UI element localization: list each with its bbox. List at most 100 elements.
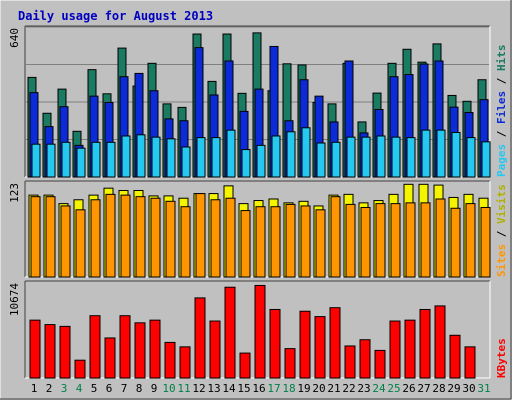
hits-bar-pages	[286, 131, 296, 178]
legend-separator: /	[495, 224, 508, 244]
visits-bar-sites	[330, 196, 341, 278]
x-tick-label: 31	[477, 382, 490, 395]
visits-bar-sites	[135, 196, 146, 278]
kbytes-bar-kbytes	[29, 319, 41, 379]
x-tick-label: 10	[162, 382, 175, 395]
x-tick-label: 27	[417, 382, 430, 395]
visits-bar-sites	[300, 205, 311, 278]
x-tick-label: 11	[177, 382, 190, 395]
kbytes-bar-kbytes	[44, 324, 56, 379]
visits-bar-sites	[60, 205, 71, 278]
visits-bar-sites	[405, 202, 416, 278]
hits-bar-pages	[196, 137, 206, 178]
hits-bar-pages	[376, 135, 386, 178]
hits-bar-pages	[76, 147, 86, 178]
x-tick-label: 17	[267, 382, 280, 395]
legend-entry-sites: Sites	[495, 244, 508, 277]
visits-bar-sites	[75, 209, 86, 278]
x-tick-label: 6	[106, 382, 113, 395]
kbytes-bar-kbytes	[194, 297, 206, 379]
hits-bar-pages	[61, 141, 71, 178]
hits-bar-pages	[481, 141, 491, 178]
visits-bar-sites	[225, 197, 236, 278]
visits-bar-sites	[450, 207, 461, 278]
kbytes-bar-kbytes	[179, 346, 191, 379]
x-tick-label: 13	[207, 382, 220, 395]
visits-bar-sites	[150, 197, 161, 278]
chart-title: Daily usage for August 2013	[18, 9, 213, 23]
visits-bar-sites	[315, 209, 326, 278]
legend-entry-files: Files	[495, 91, 508, 124]
visits-bar-sites	[240, 210, 251, 278]
legend-separator: /	[495, 71, 508, 91]
x-tick-label: 9	[151, 382, 158, 395]
x-tick-label: 30	[462, 382, 475, 395]
kbytes-bar-kbytes	[389, 320, 401, 379]
x-tick-label: 4	[76, 382, 83, 395]
visits-bar-sites	[375, 203, 386, 278]
kbytes-bar-kbytes	[299, 310, 311, 379]
x-tick-label: 25	[387, 382, 400, 395]
hits-bar-pages	[31, 143, 41, 178]
x-tick-label: 1	[31, 382, 38, 395]
kbytes-bar-kbytes	[209, 320, 221, 379]
kbytes-legend: KBytes	[495, 338, 508, 378]
kbytes-bar-kbytes	[149, 319, 161, 379]
x-tick-label: 21	[327, 382, 340, 395]
x-tick-label: 24	[372, 382, 386, 395]
visits-bar-sites	[180, 206, 191, 278]
visits-bar-sites	[420, 202, 431, 278]
legend-entry-hits: Hits	[495, 45, 508, 72]
kbytes-bar-kbytes	[449, 334, 461, 379]
kbytes-bar-kbytes	[419, 308, 431, 379]
x-tick-label: 7	[121, 382, 128, 395]
hits-bar-pages	[241, 149, 251, 178]
x-tick-label: 2	[46, 382, 53, 395]
kbytes-bar-kbytes	[434, 305, 446, 379]
kbytes-bar-kbytes	[119, 315, 131, 379]
visits-bar-sites	[30, 196, 41, 278]
kbytes-panel: 10674 KBytes	[8, 280, 508, 379]
kbytes-bar-kbytes	[59, 325, 71, 379]
visits-bar-sites	[465, 203, 476, 278]
x-tick-label: 12	[192, 382, 205, 395]
visits-bar-sites	[120, 194, 131, 278]
visits-bar-sites	[210, 199, 221, 278]
x-tick-label: 16	[252, 382, 265, 395]
kbytes-bar-kbytes	[314, 316, 326, 379]
hits-panel: 640 Pages / Files / Hits	[8, 25, 508, 178]
hits-bar-pages	[91, 141, 101, 178]
hits-bar-pages	[451, 131, 461, 178]
kbytes-bar-kbytes	[254, 284, 266, 379]
hits-bar-pages	[151, 136, 161, 178]
kbytes-bar-kbytes	[134, 322, 146, 379]
x-tick-label: 15	[237, 382, 250, 395]
hits-bar-pages	[301, 127, 311, 178]
hits-bar-pages	[466, 137, 476, 178]
hits-bar-pages	[226, 129, 236, 178]
kbytes-bar-kbytes	[464, 346, 476, 379]
hits-bar-pages	[256, 144, 266, 178]
kbytes-bar-kbytes	[404, 319, 416, 379]
legend-entry-visits: Visits	[495, 184, 508, 224]
legend-entry-kbytes: KBytes	[495, 338, 508, 378]
visits-ymax-label: 123	[8, 183, 21, 203]
kbytes-bar-kbytes	[224, 286, 236, 379]
visits-bar-sites	[270, 206, 281, 278]
hits-bar-pages	[181, 146, 191, 178]
kbytes-bar-kbytes	[164, 341, 176, 379]
x-tick-label: 8	[136, 382, 143, 395]
visits-bar-sites	[390, 203, 401, 278]
hits-bar-pages	[46, 143, 56, 178]
x-tick-label: 26	[402, 382, 415, 395]
hits-bar-pages	[331, 141, 341, 178]
x-tick-label: 18	[282, 382, 295, 395]
hits-bar-pages	[271, 135, 281, 178]
hits-ymax-label: 640	[8, 28, 21, 48]
hits-bar-pages	[421, 129, 431, 178]
legend-entry-pages: Pages	[495, 144, 508, 177]
kbytes-bar-kbytes	[74, 359, 86, 379]
x-tick-label: 14	[222, 382, 236, 395]
x-tick-label: 5	[91, 382, 98, 395]
